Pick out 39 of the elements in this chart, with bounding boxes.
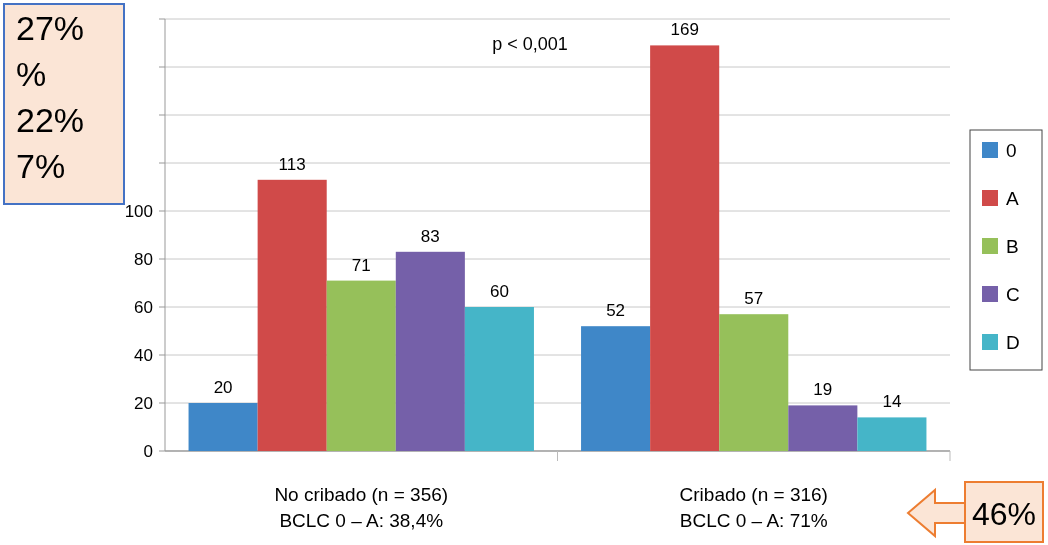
x-tick-label: Cribado (n = 316) BCLC 0 – A: 71% [679, 484, 828, 531]
y-tick-label: 60 [134, 297, 153, 317]
data-label: 57 [744, 289, 764, 309]
legend-label: B [1006, 235, 1019, 257]
y-tick-label: 0 [143, 441, 153, 461]
x-tick-label: No cribado (n = 356) BCLC 0 – A: 38,4% [274, 484, 449, 531]
bar [188, 403, 258, 451]
data-label: 169 [670, 20, 699, 40]
y-tick-label: 40 [134, 345, 153, 365]
bar [257, 179, 327, 451]
legend-label: A [1006, 187, 1019, 209]
text: 7% [16, 147, 66, 185]
bar [326, 280, 396, 451]
bar [857, 417, 927, 451]
data-label: 19 [813, 380, 833, 400]
text: 22% [16, 101, 85, 139]
bar [650, 45, 720, 451]
data-label: 83 [420, 226, 440, 246]
data-label: 71 [351, 255, 371, 275]
y-tick-label: 100 [124, 201, 153, 221]
y-tick-label: 20 [134, 393, 153, 413]
bar [464, 307, 534, 451]
data-label: 20 [213, 378, 233, 397]
bar [581, 326, 651, 451]
data-label: 113 [278, 154, 306, 174]
text: % [16, 55, 47, 93]
data-label: 14 [882, 392, 902, 412]
data-label: 52 [606, 301, 626, 321]
data-label: 60 [489, 282, 509, 301]
annotation: p < 0,001 [492, 34, 568, 54]
text: 46% [971, 496, 1037, 532]
bar [719, 314, 789, 451]
text: 27% [16, 9, 85, 47]
y-tick-label: 80 [134, 249, 153, 269]
bar [788, 405, 858, 451]
legend-label: C [1006, 283, 1020, 305]
bar [395, 251, 465, 451]
legend-label: 0 [1006, 139, 1017, 161]
legend-label: D [1006, 331, 1020, 353]
